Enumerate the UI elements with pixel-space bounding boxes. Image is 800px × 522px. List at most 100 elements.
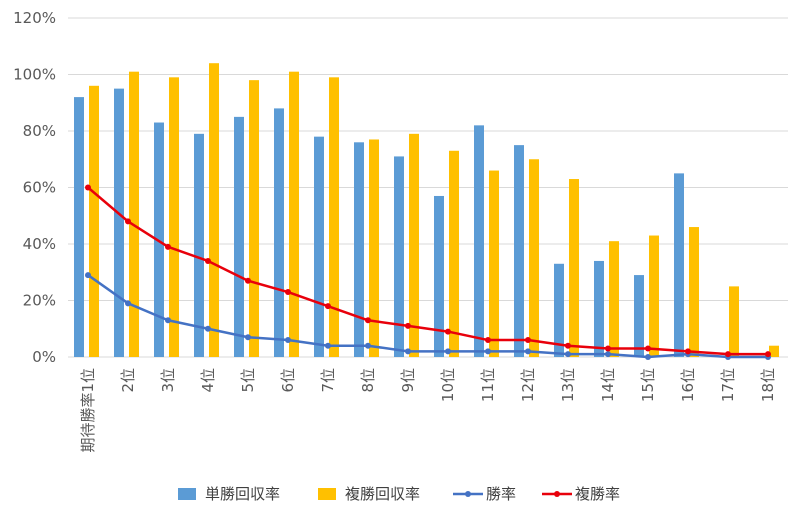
data-point (645, 354, 651, 360)
data-point (125, 300, 131, 307)
legend-swatch-marker (554, 491, 560, 497)
data-point (685, 348, 691, 355)
y-tick-label: 120% (13, 9, 56, 27)
data-point (365, 317, 371, 324)
data-point (165, 317, 171, 324)
data-point (445, 328, 451, 335)
y-tick-label: 40% (23, 235, 56, 253)
x-tick-label: 12位 (519, 368, 537, 402)
bar (354, 142, 364, 357)
bar-series-2 (89, 63, 779, 358)
bar (329, 77, 339, 357)
x-tick-label: 2位 (119, 368, 137, 393)
data-point (765, 351, 771, 358)
y-axis-tick-labels: 0% 20% 40% 60% 80% 100% 120% (13, 9, 56, 366)
x-tick-label: 10位 (439, 368, 457, 402)
data-point (165, 243, 171, 250)
data-point (525, 348, 531, 355)
y-tick-label: 60% (23, 179, 56, 197)
bar (649, 235, 659, 357)
bar (314, 136, 324, 357)
data-point (405, 348, 411, 355)
bar-series-group (74, 63, 779, 358)
x-tick-label: 期待勝率1位 (79, 368, 97, 453)
bar (114, 88, 124, 357)
x-tick-label: 5位 (239, 368, 257, 393)
bar (234, 116, 244, 357)
data-point (285, 337, 291, 344)
x-tick-label: 6位 (279, 368, 297, 393)
data-point (205, 257, 211, 264)
bar (409, 133, 419, 357)
line-series-2 (85, 184, 771, 358)
bar (554, 263, 564, 357)
line-series-group (85, 184, 771, 360)
data-point (325, 342, 331, 349)
x-tick-label: 4位 (199, 368, 217, 393)
data-point (525, 337, 531, 344)
bar (729, 286, 739, 357)
legend-label: 単勝回収率 (205, 485, 280, 503)
bar (129, 71, 139, 358)
bar (434, 195, 444, 357)
x-tick-label: 18位 (759, 368, 777, 402)
bar (689, 227, 699, 357)
y-tick-label: 0% (32, 348, 56, 366)
line-series-1 (85, 272, 771, 360)
data-point (565, 351, 571, 358)
legend-swatch-marker (465, 491, 471, 497)
x-tick-label: 9位 (399, 368, 417, 393)
legend-item: 単勝回収率 (178, 485, 280, 503)
bar (514, 145, 524, 357)
data-point (605, 345, 611, 352)
bar (769, 345, 779, 357)
data-point (445, 348, 451, 355)
data-point (205, 325, 211, 332)
data-point (365, 342, 371, 349)
series-line (87, 186, 768, 356)
legend: 単勝回収率 複勝回収率 勝率 複勝率 (178, 485, 620, 503)
bar (449, 150, 459, 357)
bar (89, 85, 99, 358)
x-tick-label: 13位 (559, 368, 577, 402)
x-tick-label: 14位 (599, 368, 617, 402)
x-tick-label: 11位 (479, 368, 497, 402)
legend-item: 複勝回収率 (318, 485, 420, 503)
data-point (245, 334, 251, 341)
legend-item: 勝率 (453, 485, 516, 503)
data-point (645, 345, 651, 352)
bar (594, 260, 604, 357)
bar (474, 125, 484, 357)
data-point (565, 342, 571, 349)
legend-label: 複勝率 (575, 485, 620, 503)
bar (289, 71, 299, 358)
data-point (85, 272, 91, 279)
data-point (485, 337, 491, 344)
gridlines (68, 17, 788, 358)
bar (209, 63, 219, 357)
x-tick-label: 16位 (679, 368, 697, 402)
bar (369, 139, 379, 357)
y-tick-label: 100% (13, 66, 56, 84)
data-point (285, 289, 291, 296)
data-point (245, 277, 251, 284)
data-point (485, 348, 491, 355)
legend-label: 複勝回収率 (345, 485, 420, 503)
x-tick-label: 3位 (159, 368, 177, 393)
bar (169, 77, 179, 357)
data-point (405, 322, 411, 329)
bar (489, 170, 499, 357)
bar (249, 80, 259, 358)
y-tick-label: 20% (23, 292, 56, 310)
legend-item: 複勝率 (542, 485, 620, 503)
bar (634, 275, 644, 357)
data-point (85, 184, 91, 191)
legend-label: 勝率 (486, 485, 516, 503)
bar (74, 97, 84, 357)
x-axis-tick-labels: 期待勝率1位 2位 3位 4位 5位 6位 7位 8位 9位 10位 11位 12位 13位 14位 15位… (79, 368, 777, 453)
x-tick-label: 17位 (719, 368, 737, 402)
bar (609, 241, 619, 357)
data-point (325, 303, 331, 310)
series-line (87, 274, 768, 359)
